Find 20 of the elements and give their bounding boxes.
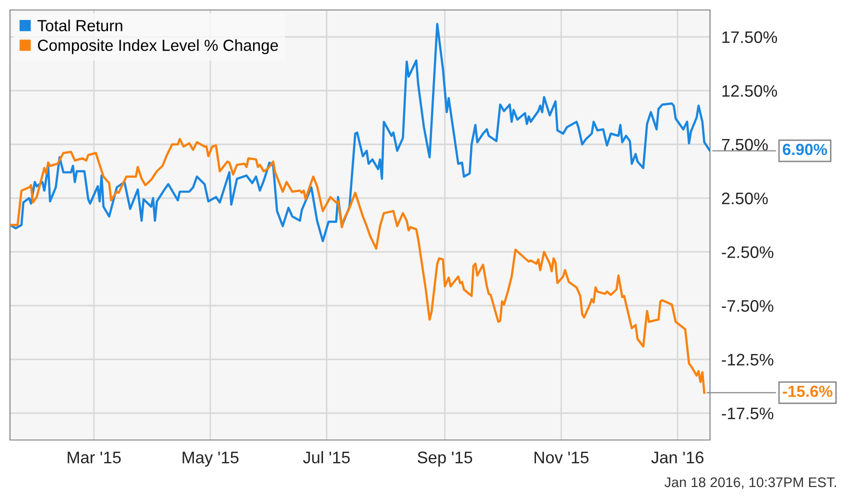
y-tick-label: 7.50% — [722, 138, 768, 151]
y-tick-label: 2.50% — [722, 192, 768, 204]
x-tick-label: May '15 — [182, 452, 238, 467]
annotation: 6.90% — [782, 144, 828, 156]
y-tick-label: 17.50% — [722, 31, 778, 44]
y-tick-label: -17.5% — [722, 408, 774, 420]
text: Jan 18 2016, 10:37PM EST. — [664, 477, 836, 489]
x-tick-label: Nov '15 — [534, 452, 589, 464]
x-tick-label: Sep '15 — [418, 452, 472, 467]
annotation: -15.6% — [782, 386, 832, 397]
x-tick-label: Mar '15 — [68, 452, 121, 464]
y-tick-label: -2.50% — [722, 246, 774, 258]
y-tick-label: 12.50% — [722, 85, 778, 97]
x-tick-label: Jan '16 — [651, 452, 704, 464]
y-tick-label: -7.50% — [722, 300, 774, 312]
legend-label: Total Return — [38, 20, 122, 32]
y-tick-label: -12.5% — [722, 354, 774, 366]
line-series — [10, 138, 706, 394]
legend-label: Composite Index Level % Change — [38, 39, 278, 54]
x-tick-label: Jul '15 — [303, 451, 350, 464]
